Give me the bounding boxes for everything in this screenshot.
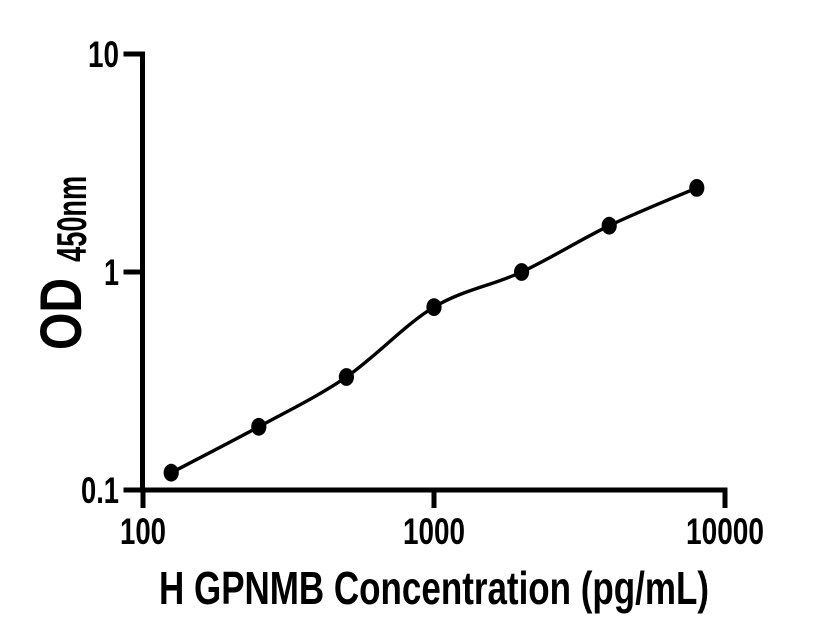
y-axis-title: OD 450nm <box>29 176 95 350</box>
data-point-250 <box>251 417 267 436</box>
y-axis-title-main: OD <box>29 278 94 350</box>
x-tick-label-10000: 10000 <box>686 511 764 552</box>
plot-layer <box>163 179 705 482</box>
data-point-2000 <box>514 263 530 281</box>
y-tick-label-0-1: 0.1 <box>81 470 119 511</box>
data-point-4000 <box>601 216 617 235</box>
data-point-1000 <box>426 298 442 316</box>
data-point-8000 <box>689 179 705 197</box>
x-axis-title: H GPNMB Concentration (pg/mL) <box>159 562 709 614</box>
standard-curve-line <box>170 186 698 475</box>
data-point-125 <box>163 463 179 482</box>
data-point-500 <box>338 368 354 386</box>
y-axis-title-subscript: 450nm <box>48 176 95 262</box>
x-tick-label-1000: 1000 <box>403 511 465 552</box>
x-tick-label-100: 100 <box>120 511 166 552</box>
y-tick-label-1: 1 <box>104 252 119 293</box>
y-tick-label-10: 10 <box>88 34 119 75</box>
